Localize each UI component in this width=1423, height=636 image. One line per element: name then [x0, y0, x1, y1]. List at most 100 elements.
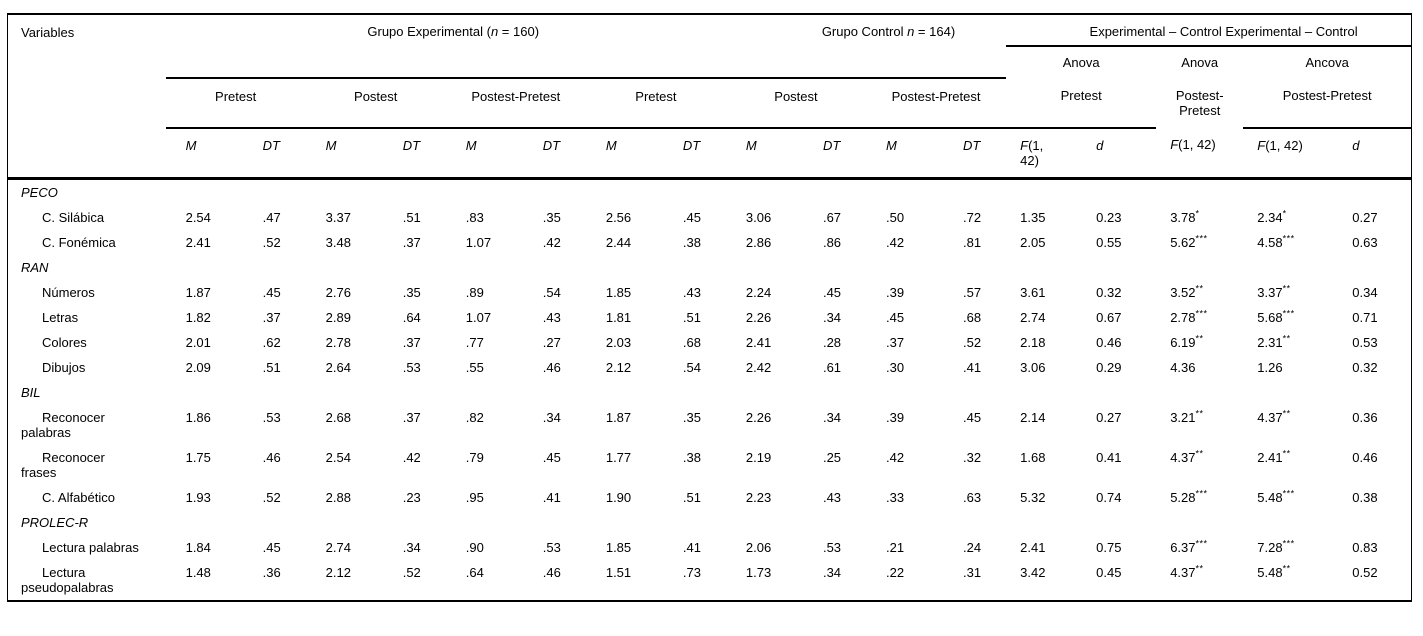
anova-pretest-d-cell: 0.75 — [1096, 539, 1122, 555]
value-cell: 2.12 — [325, 564, 351, 580]
value-cell: .64 — [465, 564, 484, 580]
value-cell: .37 — [402, 334, 421, 350]
n-symbol: n — [490, 24, 499, 39]
ancova-postest-pretest-phase-header: Postest-Pretest — [1243, 78, 1412, 129]
value-cell: 2.56 — [605, 209, 632, 225]
ancova-f-cell: 3.37** — [1243, 280, 1338, 305]
anova-pretest-d-cell: 0.23 — [1096, 209, 1122, 225]
significance-stars: *** — [1195, 308, 1208, 319]
ctrl-postest-pretest-header: Postest-Pretest — [866, 78, 1007, 129]
header-row-analysis: Anova Anova Ancova — [8, 46, 1412, 79]
value-cell: .42 — [402, 449, 421, 465]
value-cell: .61 — [822, 359, 842, 375]
value-cell: .43 — [542, 309, 561, 325]
value-cell: 2.64 — [325, 359, 351, 375]
value-cell: 2.01 — [185, 334, 211, 350]
anova-pretest-d-cell: 0.46 — [1096, 334, 1122, 350]
dt-column-header: DT — [822, 138, 841, 153]
value-cell: 2.78 — [325, 334, 351, 350]
value-cell: .45 — [963, 409, 982, 425]
value-cell: 2.03 — [605, 334, 632, 350]
value-cell: .41 — [963, 359, 982, 375]
anova-pretest-f-cell-value: 2.05 — [1020, 234, 1046, 250]
value-cell: .67 — [822, 209, 842, 225]
significance-stars: * — [1282, 208, 1287, 219]
ancova-f-cell: 5.48*** — [1243, 485, 1338, 510]
value-cell: .53 — [542, 539, 561, 555]
anova-pretest-f-cell: 1.35 — [1006, 205, 1082, 230]
f-df: (1, 42) — [1020, 138, 1044, 168]
ancova-f-cell: 5.48** — [1243, 560, 1338, 601]
significance-stars: *** — [1195, 538, 1208, 549]
value-cell: .41 — [682, 539, 701, 555]
ancova-d-cell: 0.52 — [1352, 564, 1378, 580]
table-row: PECO — [7, 176, 1412, 205]
table-row: C. Alfabético 1.93 .52 2.88 .23 .95 .41 1.90 .51… — [8, 485, 1412, 510]
value-cell: .52 — [402, 564, 421, 580]
f-symbol: F — [1170, 137, 1179, 152]
anova-postest-pretest-f-cell-value: 6.37 — [1170, 539, 1196, 555]
value-cell: 2.42 — [745, 359, 772, 375]
value-cell: 1.86 — [185, 409, 211, 425]
anova-pretest-f-cell-value: 1.35 — [1020, 209, 1046, 225]
value-cell: .28 — [822, 334, 842, 350]
value-cell: 1.77 — [605, 449, 632, 465]
anova-pretest-f-cell: 3.42 — [1006, 560, 1082, 601]
table-row: Lectura pseudopalabras 1.48 .36 2.12 .52 .64.… — [8, 560, 1412, 601]
value-cell: 2.41 — [745, 334, 772, 350]
group-experimental-n-value: = 160) — [498, 24, 540, 39]
anova-pretest-d-cell: 0.67 — [1096, 309, 1122, 325]
table-row: Números 1.87 .45 2.76 .35 .89 .54 1.85 .43 2.24 .4… — [8, 280, 1412, 305]
m-column-header: M — [745, 138, 757, 153]
significance-stars: ** — [1282, 333, 1291, 344]
significance-stars: *** — [1282, 538, 1295, 549]
value-cell: .51 — [402, 209, 421, 225]
value-cell: .50 — [886, 209, 905, 225]
ancova-d-cell: 0.71 — [1352, 309, 1378, 325]
anova-pretest-f-cell-value: 3.42 — [1020, 564, 1046, 580]
value-cell: 2.06 — [745, 539, 772, 555]
anova-postest-pretest-f-cell: 3.21** — [1156, 405, 1243, 445]
f-symbol: F — [1257, 138, 1266, 153]
ancova-d-cell: 0.83 — [1352, 539, 1378, 555]
ancova-f-cell-value: 5.48 — [1257, 564, 1283, 580]
value-cell: .38 — [682, 234, 701, 250]
value-cell: .41 — [542, 489, 561, 505]
anova-postest-pretest-f-cell: 5.62*** — [1156, 230, 1243, 255]
value-cell: .57 — [963, 284, 982, 300]
row-label-text: Números — [42, 284, 95, 300]
value-cell: .52 — [963, 334, 982, 350]
row-label-text: Colores — [42, 334, 87, 350]
significance-stars: ** — [1282, 563, 1291, 574]
anova-postest-pretest-f-cell-value: 2.78 — [1170, 309, 1196, 325]
row-label-text: Lectura pseudopalabras — [21, 564, 114, 595]
ancova-header: Ancova — [1305, 55, 1349, 70]
anova-pretest-d-cell: 0.74 — [1096, 489, 1122, 505]
value-cell: .77 — [465, 334, 484, 350]
table-row: Lectura palabras 1.84 .45 2.74 .34 .90 .53 1.85… — [8, 535, 1412, 560]
anova-pretest-f-cell-value: 3.61 — [1020, 284, 1046, 300]
ancova-f-cell-value: 2.41 — [1257, 449, 1283, 465]
results-table-container: Variables Grupo Experimental (n = 160) G… — [7, 13, 1412, 602]
anova-pretest-f-cell: 5.32 — [1006, 485, 1082, 510]
value-cell: .62 — [262, 334, 281, 350]
value-cell: .45 — [542, 449, 561, 465]
value-cell: 3.06 — [745, 209, 772, 225]
value-cell: .53 — [402, 359, 421, 375]
anova-postest-pretest-f-cell: 4.36 — [1156, 355, 1243, 380]
m-column-header: M — [605, 138, 617, 153]
significance-stars: ** — [1282, 448, 1291, 459]
ancova-f-cell-value: 4.58 — [1257, 234, 1283, 250]
value-cell: 2.09 — [185, 359, 211, 375]
value-cell: 1.81 — [605, 309, 632, 325]
row-label: C. Fonémica — [8, 230, 166, 255]
group-control-n-value: = 164) — [914, 24, 956, 39]
anova-pretest-f-cell-value: 2.74 — [1020, 309, 1046, 325]
ancova-d-cell: 0.63 — [1352, 234, 1378, 250]
ancova-f-cell-value: 7.28 — [1257, 539, 1283, 555]
significance-stars: ** — [1195, 448, 1204, 459]
value-cell: 2.12 — [605, 359, 632, 375]
significance-stars: ** — [1195, 283, 1204, 294]
value-cell: 1.48 — [185, 564, 211, 580]
value-cell: 1.84 — [185, 539, 211, 555]
